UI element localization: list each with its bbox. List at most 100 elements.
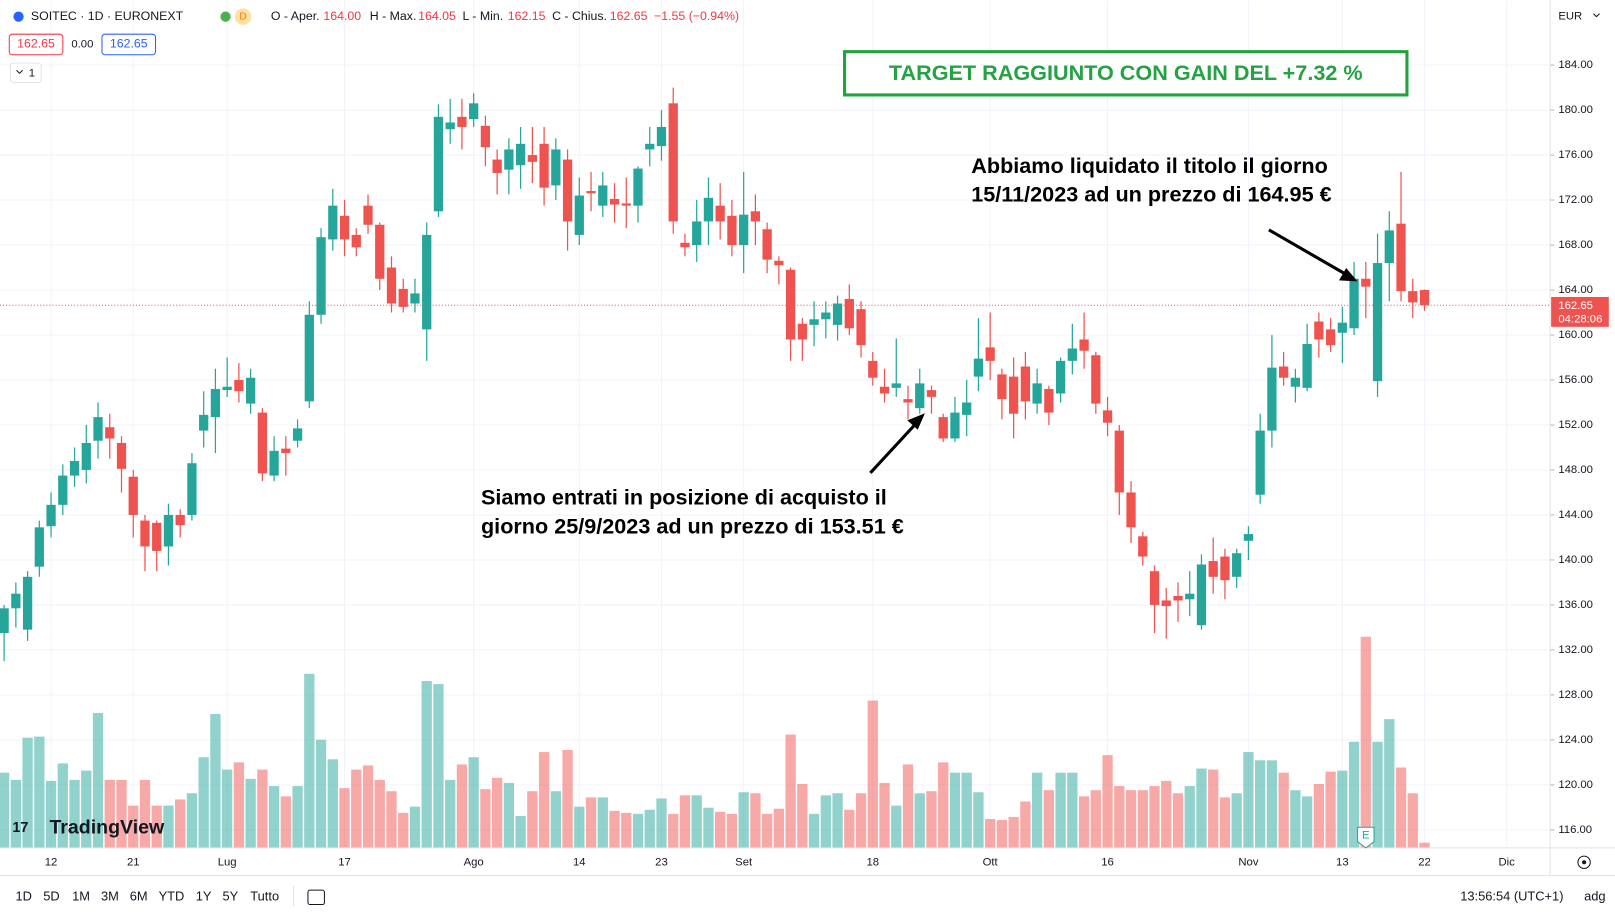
volume-bar [304,673,315,848]
volume-bar [480,789,491,848]
volume-bar [128,805,139,848]
volume-bar [597,797,608,848]
range-button[interactable]: 6M [130,889,148,904]
candle-body [973,358,984,377]
candle-body [46,504,56,527]
candle-body [1290,377,1301,387]
volume-bar [386,791,397,848]
y-tick-label: 172.00 [1558,194,1593,206]
currency[interactable]: EUR [1558,11,1582,23]
target-text: TARGET RAGGIUNTO CON GAIN DEL +7.32 % [889,60,1363,85]
scale-mode[interactable]: adg [1584,889,1605,904]
field-name: O - Aper. [271,9,320,23]
volume-bar [398,812,409,848]
range-button[interactable]: 1D [15,889,31,904]
candle-body [1173,595,1183,601]
x-tick-label: 18 [866,856,879,868]
candle-body [222,386,232,391]
candle-body [703,197,714,222]
volume-bar [491,777,503,848]
volume-bar [1407,793,1418,848]
volume-bar [867,700,878,848]
entry-arrow [869,418,921,474]
candle-body [1079,339,1089,351]
volume-bar [527,791,538,848]
candle-body [879,386,890,394]
y-tick-label: 160.00 [1558,329,1593,341]
range-button[interactable]: 5Y [222,889,238,904]
candle-body [140,520,150,547]
field-name: L - Min. [462,9,503,23]
volume-bar [280,796,291,848]
candle-body [1149,571,1160,605]
volume-bar [1008,816,1019,848]
candle-body [1384,230,1394,264]
field-name: H - Max. [370,9,417,23]
y-tick-label: 140.00 [1558,554,1593,566]
volume-bar [257,769,268,848]
candle-body [727,215,737,246]
volume-bar [703,807,714,848]
candle-body [750,211,761,222]
volume-bar [1301,796,1313,848]
volume-bar [961,772,972,848]
candle-body [621,203,631,206]
volume-bar [1149,786,1160,848]
volume-bar [797,784,808,848]
volume-bar [1337,770,1348,848]
candle-body [1408,291,1418,303]
volume-bar [632,813,644,848]
candle-body [1126,492,1136,528]
last-price-box [1551,296,1609,327]
candle-body [985,347,995,361]
candle-body [1302,344,1312,388]
candle-body [609,198,620,205]
x-tick-label: 14 [573,856,586,868]
candle-body [269,450,279,476]
candle-body [1138,536,1148,557]
volume-bar [902,764,914,848]
candle-body [457,116,467,127]
range-button[interactable]: 5D [43,889,59,904]
volume-bar [1313,784,1325,848]
candle-body [386,267,397,304]
y-tick-label: 152.00 [1558,419,1593,431]
candle-body [1102,410,1113,423]
volume-bar [985,819,996,848]
range-button[interactable]: 1Y [196,889,212,904]
range-button[interactable]: Tutto [250,889,279,904]
y-tick-label: 128.00 [1558,689,1593,701]
symbol[interactable]: SOITEC · 1D · EURONEXT [31,9,184,23]
candle-body [504,149,514,170]
range-button[interactable]: YTD [159,889,185,904]
candle-body [363,205,373,225]
candle-body [1091,355,1101,404]
collapse-button[interactable] [9,62,42,84]
volume-bar [1031,772,1043,848]
x-tick-label: 12 [45,856,58,868]
symbol-icon [13,11,24,22]
volume-bar [1255,760,1266,848]
bid-box[interactable] [8,33,64,56]
candle-body [199,414,209,431]
x-tick-label: Lug [218,856,237,868]
volume-bar [808,813,820,848]
candle-body [492,159,502,174]
range-button[interactable]: 1M [72,889,90,904]
volume-bar [1114,786,1125,848]
watermark[interactable]: TradingView [49,816,165,838]
field-value: 162.65 [610,9,648,23]
settings-icon[interactable] [1577,855,1591,869]
volume-bar [1090,790,1101,848]
volume-bar [574,806,585,848]
range-button[interactable]: 3M [101,889,119,904]
ask-box[interactable] [101,33,157,56]
candle-body [774,260,784,266]
badge-bg [234,8,252,25]
volume-bar [844,809,855,848]
date-range-icon[interactable] [307,889,325,906]
volume-bar [1172,793,1184,848]
y-tick-label: 132.00 [1558,644,1593,656]
volume-bar [116,779,127,848]
